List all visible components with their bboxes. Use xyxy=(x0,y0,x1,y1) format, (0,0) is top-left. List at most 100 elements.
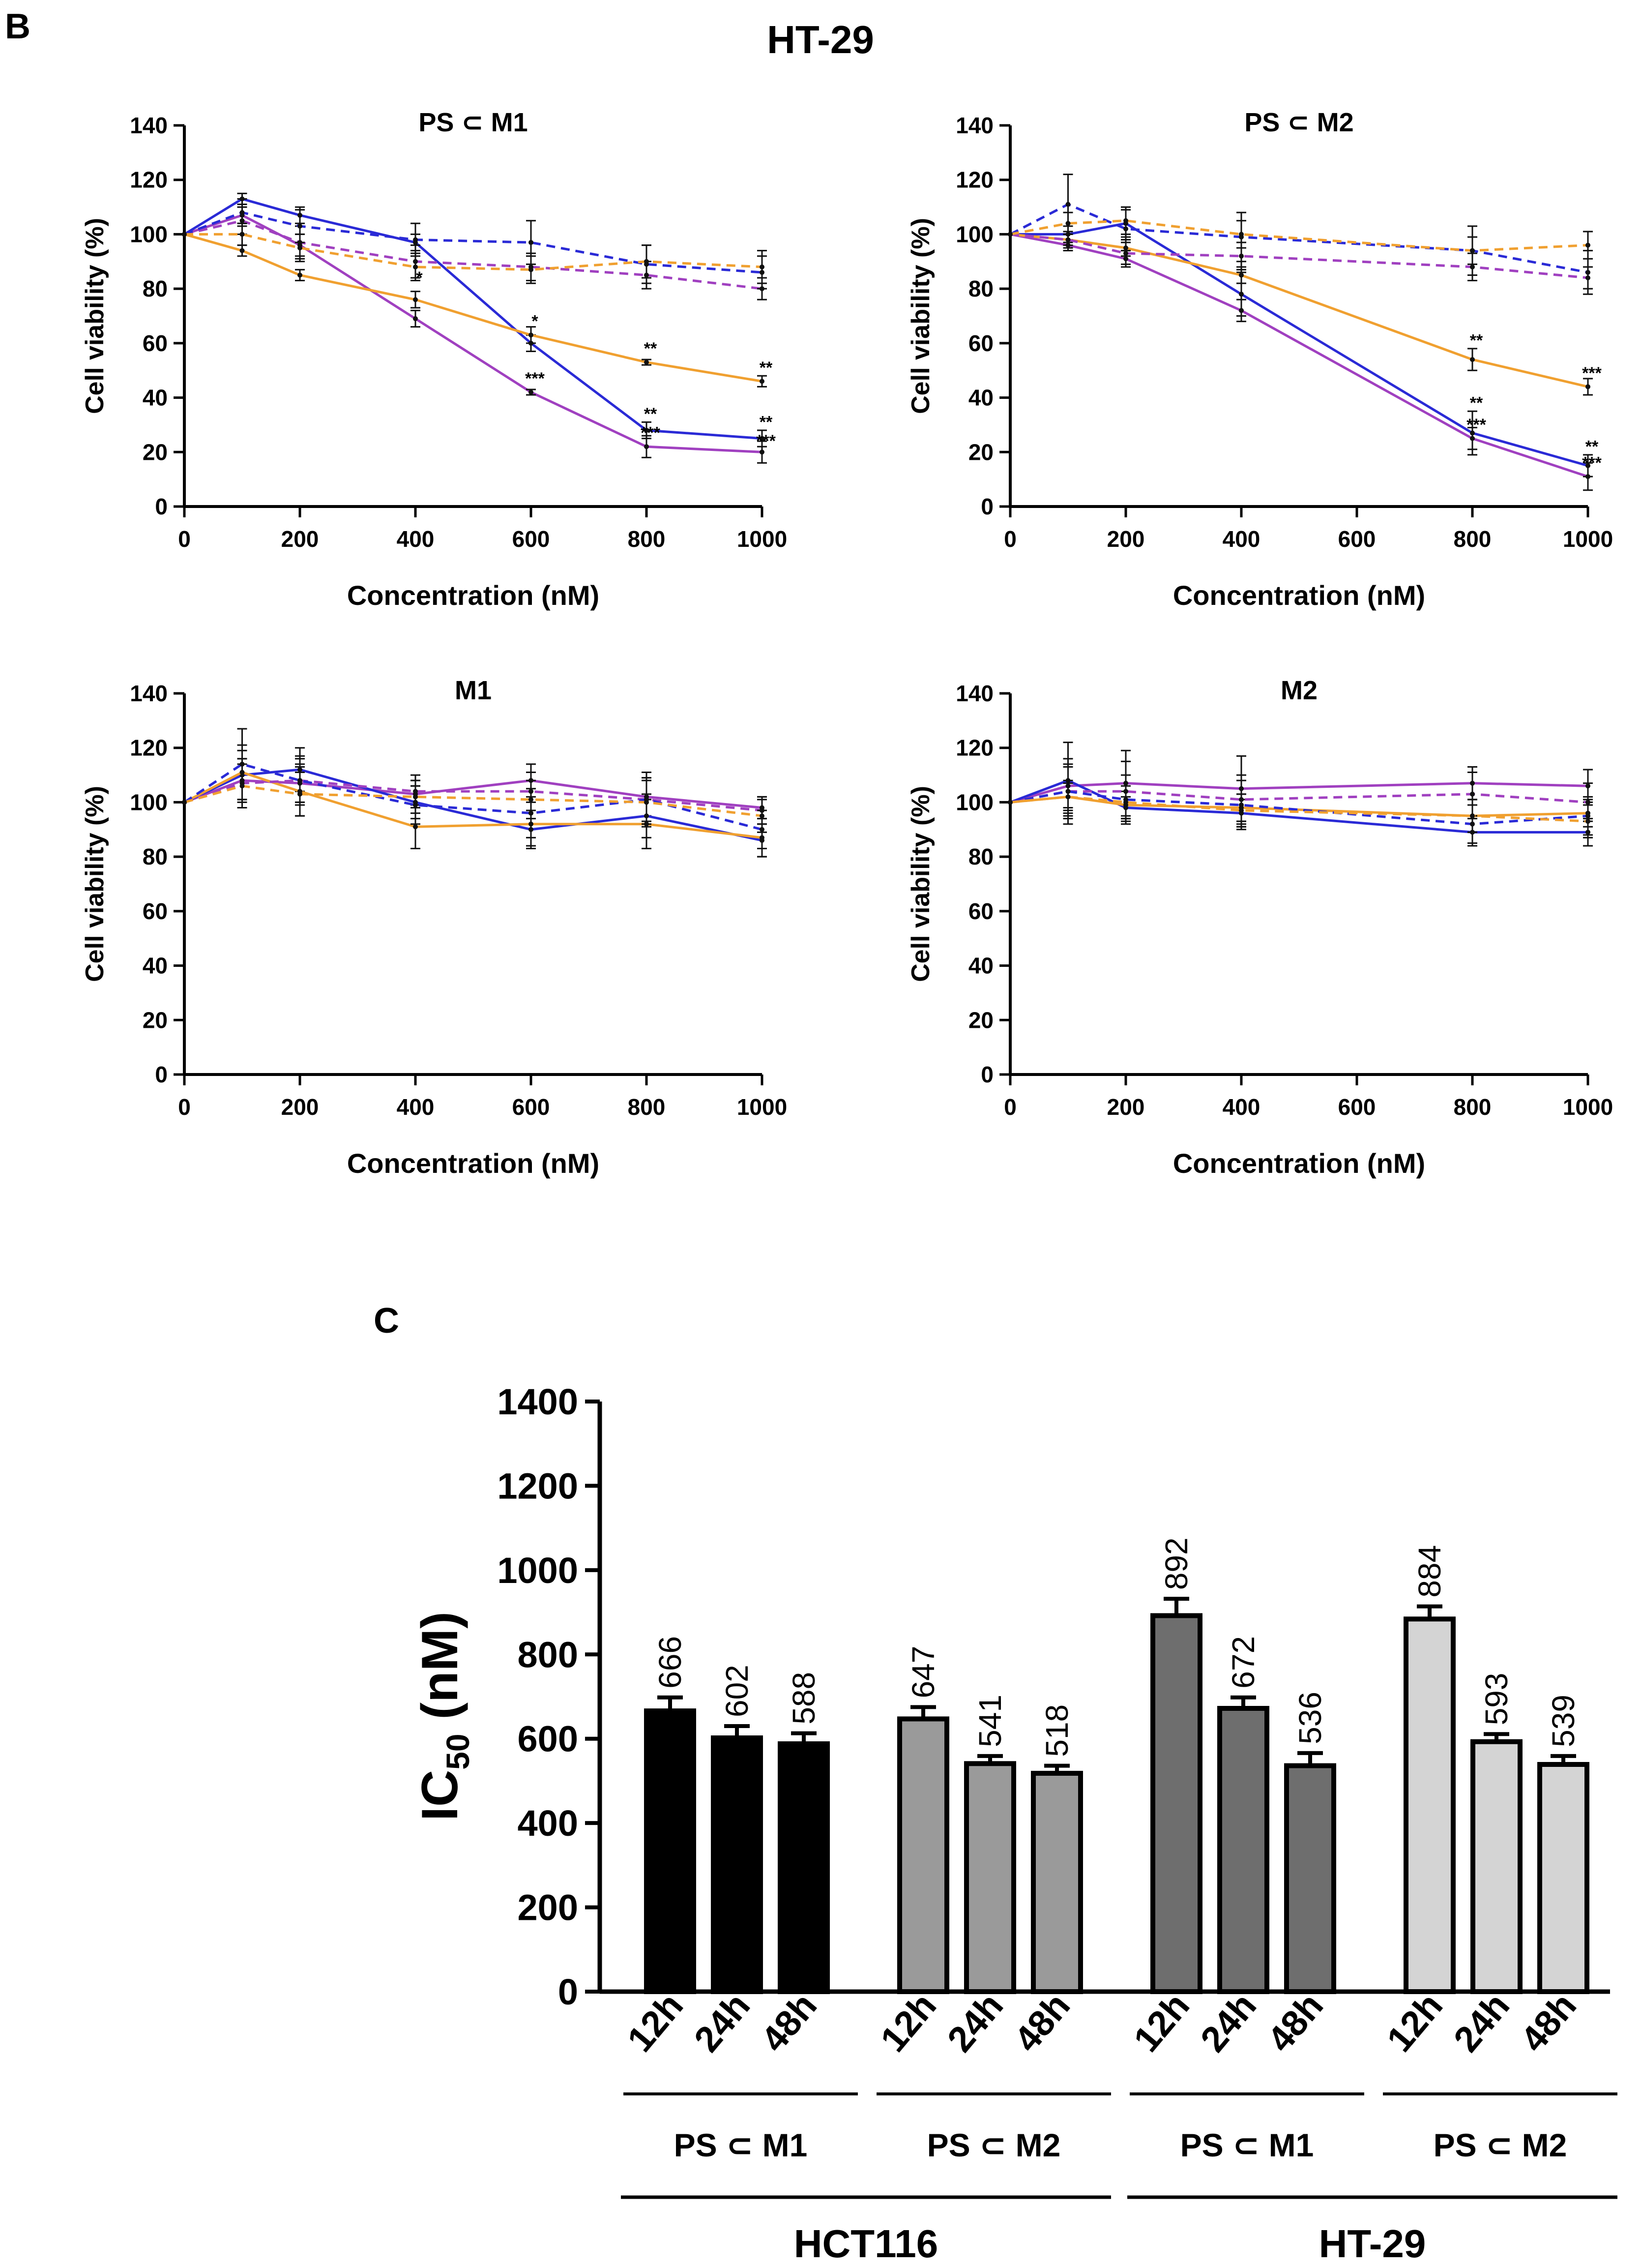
data-point xyxy=(1239,232,1244,237)
data-point xyxy=(1123,218,1128,223)
x-tick-label: 24h xyxy=(1193,1985,1264,2059)
data-point xyxy=(1239,808,1244,813)
x-tick-label: 1000 xyxy=(1563,526,1613,552)
chart-title: M2 xyxy=(1281,676,1318,705)
data-point xyxy=(760,449,764,455)
y-tick-label: 40 xyxy=(968,953,994,979)
data-point xyxy=(644,444,649,449)
y-tick-label: 600 xyxy=(518,1719,578,1760)
bar xyxy=(644,1708,696,1994)
series-line-purple-solid xyxy=(184,213,762,453)
line-chart-m1: 0 20 40 60 80 100 120 140 0 200 400 600 800 1000 M1 Con… xyxy=(81,676,787,1179)
y-tick-label: 80 xyxy=(968,844,994,869)
y-tick-label: 20 xyxy=(143,1007,168,1033)
significance-mark: *** xyxy=(641,424,660,443)
x-tick-label: 200 xyxy=(1107,1094,1145,1120)
significance-mark: *** xyxy=(1582,454,1602,473)
data-point xyxy=(413,824,418,830)
x-axis-label: Concentration (nM) xyxy=(1173,1148,1425,1179)
data-label: 588 xyxy=(786,1672,821,1725)
data-point xyxy=(1585,242,1590,248)
y-tick-label: 20 xyxy=(968,439,994,465)
chart-title: PS ⊂ M2 xyxy=(1244,108,1353,137)
data-point xyxy=(297,791,302,797)
data-point xyxy=(644,259,649,264)
data-point xyxy=(1585,463,1590,468)
y-tick-label: 100 xyxy=(130,221,168,247)
x-tick-label: 12h xyxy=(1126,1985,1198,2059)
data-point xyxy=(1470,791,1475,797)
data-point xyxy=(1585,269,1590,275)
y-tick-label: 400 xyxy=(518,1803,578,1844)
x-tick-label: 800 xyxy=(628,1094,666,1120)
x-tick-label: 800 xyxy=(1454,1094,1492,1120)
x-tick-label: 24h xyxy=(939,1985,1011,2059)
data-point xyxy=(1470,248,1475,253)
data-point xyxy=(760,379,764,384)
significance-mark: ** xyxy=(1585,437,1599,456)
figure-title: HT-29 xyxy=(767,18,874,61)
y-tick-label: 20 xyxy=(143,439,168,465)
y-axis-label-subscript: 50 xyxy=(440,1733,476,1769)
y-tick-label: 40 xyxy=(968,385,994,411)
x-tick-label: 24h xyxy=(1446,1985,1518,2059)
y-tick-label: 120 xyxy=(956,735,994,761)
panel-label-b: B xyxy=(5,7,30,46)
data-point xyxy=(239,783,245,789)
y-tick-label: 200 xyxy=(518,1887,578,1928)
data-label: 541 xyxy=(972,1695,1008,1747)
y-tick-label: 80 xyxy=(143,844,168,869)
x-tick-label: 12h xyxy=(619,1985,691,2059)
bar xyxy=(1404,1616,1456,1994)
significance-mark: * xyxy=(416,269,423,287)
series-line-orange-dashed xyxy=(1010,219,1588,252)
y-tick-label: 120 xyxy=(130,735,168,761)
y-tick-label: 100 xyxy=(956,221,994,247)
x-tick-label: 48h xyxy=(1260,1985,1331,2059)
data-point xyxy=(1470,813,1475,819)
x-tick-label: 600 xyxy=(1338,1094,1376,1120)
significance-mark: *** xyxy=(1582,364,1602,383)
series-line-blue-dashed xyxy=(183,763,762,831)
y-tick-label: 60 xyxy=(968,898,994,924)
x-tick-label: 1000 xyxy=(737,526,787,552)
data-point xyxy=(1065,202,1071,207)
y-tick-label: 20 xyxy=(968,1007,994,1033)
series-line-orange-solid xyxy=(184,233,762,383)
series-line-purple-dashed xyxy=(184,219,762,290)
y-tick-label: 60 xyxy=(143,330,168,356)
x-tick-label: 600 xyxy=(512,1094,550,1120)
data-point xyxy=(1585,384,1590,389)
y-tick-label: 140 xyxy=(130,113,168,138)
x-axis-label: Concentration (nM) xyxy=(347,580,599,611)
y-tick-label: 140 xyxy=(130,681,168,706)
x-tick-label: 200 xyxy=(1107,526,1145,552)
significance-mark: ** xyxy=(1470,394,1483,413)
x-tick-label: 200 xyxy=(281,526,319,552)
data-label: 884 xyxy=(1412,1545,1447,1598)
y-axis-label: IC50 (nM) xyxy=(411,1611,476,1821)
significance-mark: *** xyxy=(525,369,545,388)
data-label: 647 xyxy=(906,1646,941,1699)
panel-label-c: C xyxy=(374,1301,399,1341)
x-tick-label: 1000 xyxy=(1563,1094,1613,1120)
data-point xyxy=(1470,430,1475,436)
data-label: 539 xyxy=(1546,1695,1581,1747)
data-point xyxy=(413,264,418,269)
data-point xyxy=(239,248,245,253)
data-point xyxy=(182,232,187,237)
significance-mark: ** xyxy=(760,358,773,377)
y-axis-label-unit: (nM) xyxy=(411,1611,469,1733)
series-line-orange-solid xyxy=(1010,795,1588,817)
bar xyxy=(711,1735,763,1994)
data-point xyxy=(760,436,764,441)
data-point xyxy=(760,264,764,269)
data-point xyxy=(413,237,418,242)
y-axis-label: Cell viability (%) xyxy=(81,218,109,414)
data-label: 666 xyxy=(652,1636,688,1689)
data-point xyxy=(1470,357,1475,362)
y-tick-label: 100 xyxy=(956,789,994,815)
y-tick-label: 0 xyxy=(981,494,994,519)
y-tick-label: 80 xyxy=(143,276,168,301)
data-point xyxy=(1008,232,1013,237)
